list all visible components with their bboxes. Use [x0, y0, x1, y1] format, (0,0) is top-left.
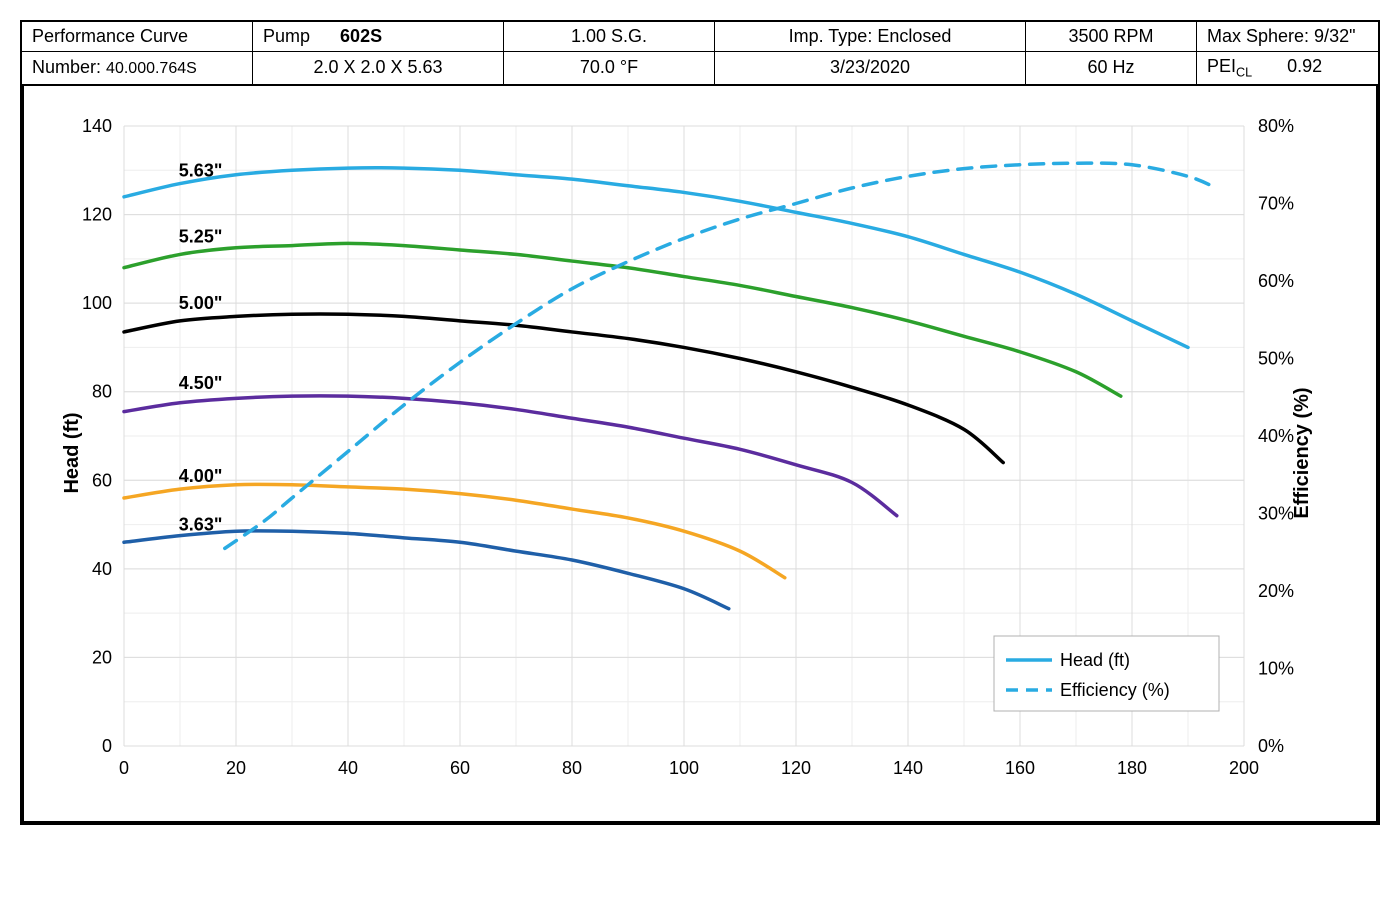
hdr-pump: Pump 602S: [253, 21, 504, 52]
pump-curve-chart: 0 20 40 60 80 100 120 140 160 180 200 0 20 40 60 80 100 1…: [34, 106, 1354, 806]
impeller-size-label: 5.25": [179, 226, 223, 246]
y-right-tick-label: 40%: [1258, 426, 1294, 446]
hdr-number: Number: 40.000.764S: [21, 52, 253, 85]
y-right-tick-label: 20%: [1258, 581, 1294, 601]
x-tick-label: 100: [669, 758, 699, 778]
legend-label: Efficiency (%): [1060, 680, 1170, 700]
hdr-pei-sub: CL: [1236, 66, 1252, 80]
y-right-tick-label: 30%: [1258, 503, 1294, 523]
y-left-tick-label: 60: [92, 470, 112, 490]
x-tick-label: 200: [1229, 758, 1259, 778]
y-right-tick-label: 50%: [1258, 348, 1294, 368]
y-right-axis-label: Efficiency (%): [1291, 388, 1314, 519]
y-left-tick-label: 100: [82, 293, 112, 313]
x-tick-label: 0: [119, 758, 129, 778]
impeller-size-label: 4.50": [179, 372, 223, 392]
y-left-tick-label: 140: [82, 116, 112, 136]
impeller-size-label: 4.00": [179, 465, 223, 485]
hdr-pump-value: 602S: [340, 26, 382, 46]
hdr-pump-label: Pump: [263, 26, 310, 46]
x-tick-label: 40: [338, 758, 358, 778]
y-right-tick-label: 10%: [1258, 658, 1294, 678]
x-tick-label: 120: [781, 758, 811, 778]
y-left-tick-label: 20: [92, 647, 112, 667]
hdr-pei: PEICL 0.92: [1197, 52, 1380, 85]
hdr-temp: 70.0 °F: [504, 52, 715, 85]
header-row-1: Performance Curve Pump 602S 1.00 S.G. Im…: [21, 21, 1379, 52]
header-row-2: Number: 40.000.764S 2.0 X 2.0 X 5.63 70.…: [21, 52, 1379, 85]
y-left-tick-label: 80: [92, 381, 112, 401]
header-table: Performance Curve Pump 602S 1.00 S.G. Im…: [20, 20, 1380, 86]
y-left-axis-label: Head (ft): [61, 413, 84, 494]
legend-label: Head (ft): [1060, 650, 1130, 670]
hdr-perf-curve: Performance Curve: [21, 21, 253, 52]
hdr-pei-value: 0.92: [1287, 56, 1322, 76]
x-tick-label: 80: [562, 758, 582, 778]
hdr-hz: 60 Hz: [1026, 52, 1197, 85]
hdr-number-label: Number:: [32, 57, 101, 77]
hdr-max-sphere: Max Sphere: 9/32": [1197, 21, 1380, 52]
hdr-pei-label: PEI: [1207, 56, 1236, 76]
impeller-size-label: 5.00": [179, 293, 223, 313]
x-tick-label: 180: [1117, 758, 1147, 778]
y-right-tick-label: 80%: [1258, 116, 1294, 136]
y-right-tick-label: 60%: [1258, 271, 1294, 291]
hdr-sg: 1.00 S.G.: [504, 21, 715, 52]
hdr-rpm: 3500 RPM: [1026, 21, 1197, 52]
chart-frame: Head (ft) Efficiency (%) 0 20 40 60 80 100 120…: [20, 86, 1380, 825]
y-left-tick-label: 120: [82, 204, 112, 224]
y-right-tick-label: 0%: [1258, 736, 1284, 756]
hdr-date: 3/23/2020: [715, 52, 1026, 85]
impeller-size-label: 3.63": [179, 514, 223, 534]
y-left-tick-label: 0: [102, 736, 112, 756]
x-tick-label: 160: [1005, 758, 1035, 778]
hdr-imp-type: Imp. Type: Enclosed: [715, 21, 1026, 52]
y-right-tick-label: 70%: [1258, 193, 1294, 213]
hdr-size: 2.0 X 2.0 X 5.63: [253, 52, 504, 85]
hdr-number-value: 40.000.764S: [106, 60, 197, 77]
x-tick-label: 20: [226, 758, 246, 778]
impeller-size-label: 5.63": [179, 160, 223, 180]
x-tick-label: 60: [450, 758, 470, 778]
x-tick-label: 140: [893, 758, 923, 778]
y-left-tick-label: 40: [92, 558, 112, 578]
